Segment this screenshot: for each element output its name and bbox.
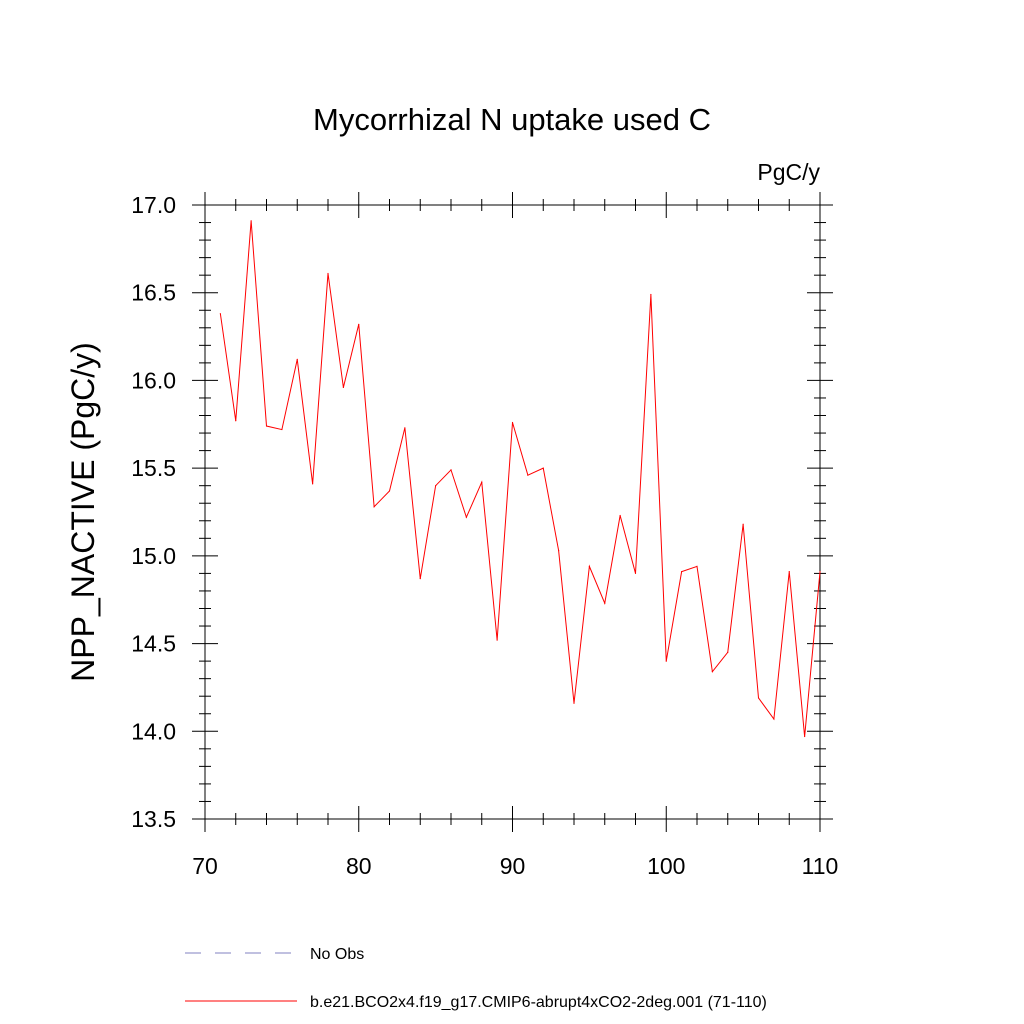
data-point <box>342 386 344 389</box>
units-label: PgC/y <box>757 159 820 185</box>
y-tick-label: 15.5 <box>131 455 176 481</box>
data-point <box>373 506 375 508</box>
x-tick-label: 100 <box>647 853 685 879</box>
y-tick-label: 15.0 <box>131 543 176 569</box>
data-point <box>404 427 406 429</box>
tick-labels: 70 80 90 100 110 13.5 14.0 14.5 15.0 15.5 16.0 16.5… <box>131 192 838 879</box>
data-point <box>711 671 713 673</box>
data-point <box>527 474 529 476</box>
data-point <box>588 565 590 567</box>
y-tick-label: 17.0 <box>131 192 176 218</box>
data-point <box>435 485 437 487</box>
legend: No Obs b.e21.BCO2x4.f19_g17.CMIP6-abrupt… <box>185 946 767 1011</box>
data-point <box>727 651 729 653</box>
y-axis-label: NPP_NACTIVE (PgC/y) <box>65 342 101 682</box>
y-tick-label: 14.0 <box>131 718 176 744</box>
data-point <box>819 571 821 573</box>
data-point <box>296 358 298 360</box>
chart-title: Mycorrhizal N uptake used C <box>313 102 711 137</box>
plot-frame <box>204 204 821 820</box>
data-point <box>619 514 621 517</box>
data-point <box>573 702 575 704</box>
data-point <box>265 425 268 427</box>
data-point <box>481 481 483 483</box>
x-tick-label: 90 <box>500 853 526 879</box>
data-point <box>742 523 744 525</box>
y-tick-label: 13.5 <box>131 806 176 832</box>
data-point <box>665 660 667 662</box>
data-point <box>388 490 391 492</box>
y-tick-label: 16.0 <box>131 367 176 393</box>
data-point <box>604 602 606 604</box>
series-line-0 <box>219 220 821 737</box>
data-point <box>358 323 360 325</box>
series-lines <box>219 220 821 738</box>
y-tick-label: 16.5 <box>131 280 176 306</box>
data-point <box>634 572 637 575</box>
data-point <box>496 639 498 641</box>
data-point <box>788 571 790 573</box>
x-tick-label: 110 <box>802 853 839 879</box>
data-point <box>312 483 314 485</box>
data-point <box>773 718 775 720</box>
y-tick-label: 14.5 <box>131 631 176 657</box>
x-tick-label: 70 <box>192 853 218 879</box>
data-point <box>511 421 514 424</box>
data-point <box>450 469 452 471</box>
data-point <box>281 428 283 431</box>
data-point <box>681 571 683 573</box>
data-point <box>757 697 760 699</box>
legend-label-no-obs: No Obs <box>310 946 364 963</box>
data-point <box>419 578 421 580</box>
data-point <box>542 467 544 469</box>
data-point <box>558 549 560 552</box>
data-point <box>327 272 329 275</box>
x-tick-label: 80 <box>346 853 372 879</box>
data-point <box>696 565 698 567</box>
axis-ticks <box>192 192 833 832</box>
legend-label-model: b.e21.BCO2x4.f19_g17.CMIP6-abrupt4xCO2-2… <box>310 994 767 1011</box>
data-point <box>650 293 652 296</box>
data-point <box>804 735 806 738</box>
data-point <box>219 313 221 315</box>
data-point <box>250 220 252 222</box>
data-point <box>465 516 467 518</box>
data-point <box>235 420 237 422</box>
